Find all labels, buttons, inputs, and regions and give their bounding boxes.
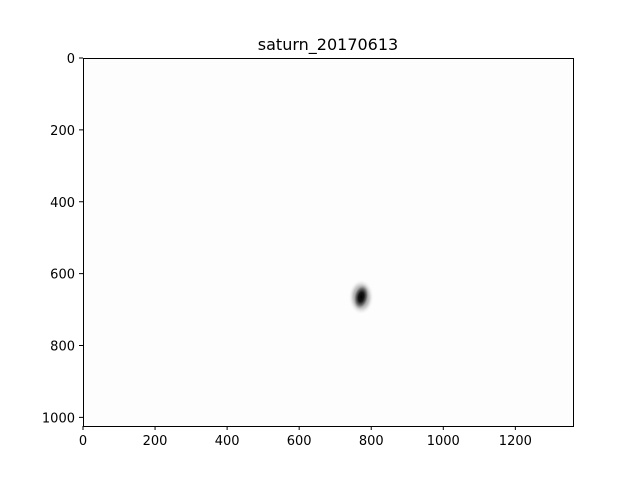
planet-core: [352, 283, 370, 311]
planet-blob: [348, 279, 374, 315]
x-tick-label: 400: [215, 434, 240, 449]
x-tick-label: 800: [359, 434, 384, 449]
y-tick-label: 1000: [42, 411, 75, 426]
x-tick-label: 1200: [499, 434, 532, 449]
y-tick-label: 800: [50, 340, 75, 355]
x-tick-label: 200: [143, 434, 168, 449]
y-tick-label: 200: [50, 124, 75, 139]
x-tick-label: 600: [287, 434, 312, 449]
image-area: [83, 58, 573, 426]
chart-title: saturn_20170613: [258, 35, 398, 55]
y-tick-label: 0: [67, 52, 75, 67]
x-axis: 0 200 400 600 800 1000 1200: [79, 426, 532, 449]
y-axis: 0 200 400 600 800 1000: [42, 52, 83, 426]
y-tick-label: 400: [50, 196, 75, 211]
plot-frame: [83, 58, 574, 427]
y-tick-label: 600: [50, 268, 75, 283]
x-tick-label: 0: [79, 434, 87, 449]
x-tick-label: 1000: [427, 434, 460, 449]
